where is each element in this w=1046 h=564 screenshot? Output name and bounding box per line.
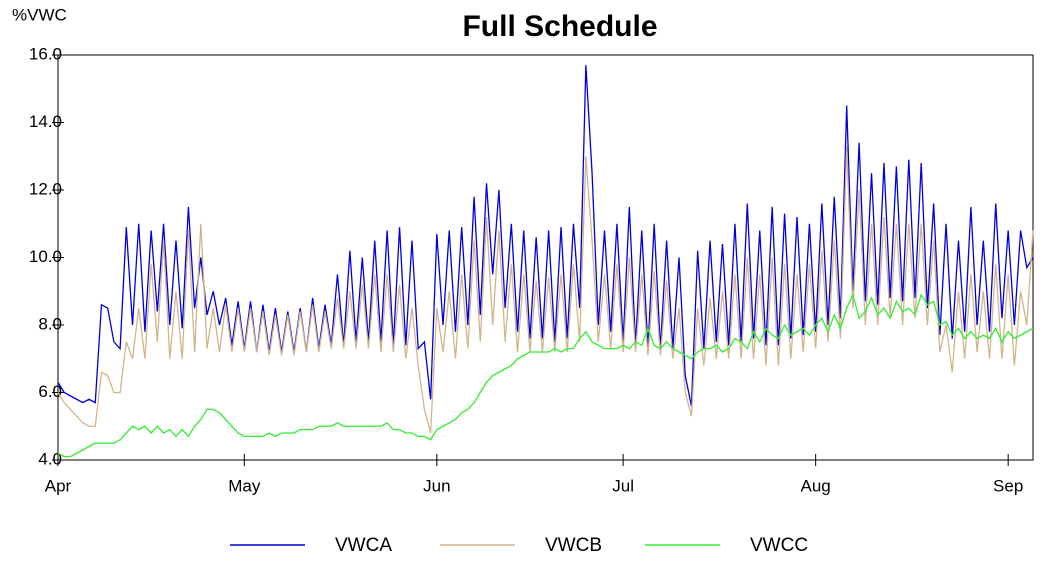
- chart-title: Full Schedule: [462, 10, 657, 43]
- x-tick-label: Sep: [993, 476, 1023, 495]
- y-tick-label: 4.0: [38, 449, 62, 468]
- y-tick-label: 10.0: [29, 247, 62, 266]
- y-axis-label: %VWC: [12, 5, 67, 24]
- series-line: [57, 65, 1034, 407]
- y-tick-label: 12.0: [29, 179, 62, 198]
- y-tick-label: 16.0: [29, 44, 62, 63]
- x-tick-label: Jun: [423, 476, 450, 495]
- x-tick-label: Jul: [612, 476, 634, 495]
- y-tick-label: 8.0: [38, 314, 62, 333]
- y-tick-label: 6.0: [38, 382, 62, 401]
- series-line: [57, 292, 1034, 458]
- legend-label: VWCC: [750, 535, 808, 556]
- legend-label: VWCA: [335, 535, 392, 556]
- legend-label: VWCB: [545, 535, 602, 556]
- y-tick-label: 14.0: [29, 112, 62, 131]
- x-tick-label: Aug: [801, 476, 831, 495]
- x-tick-label: May: [228, 476, 261, 495]
- x-tick-label: Apr: [45, 476, 72, 495]
- series-line: [57, 146, 1034, 434]
